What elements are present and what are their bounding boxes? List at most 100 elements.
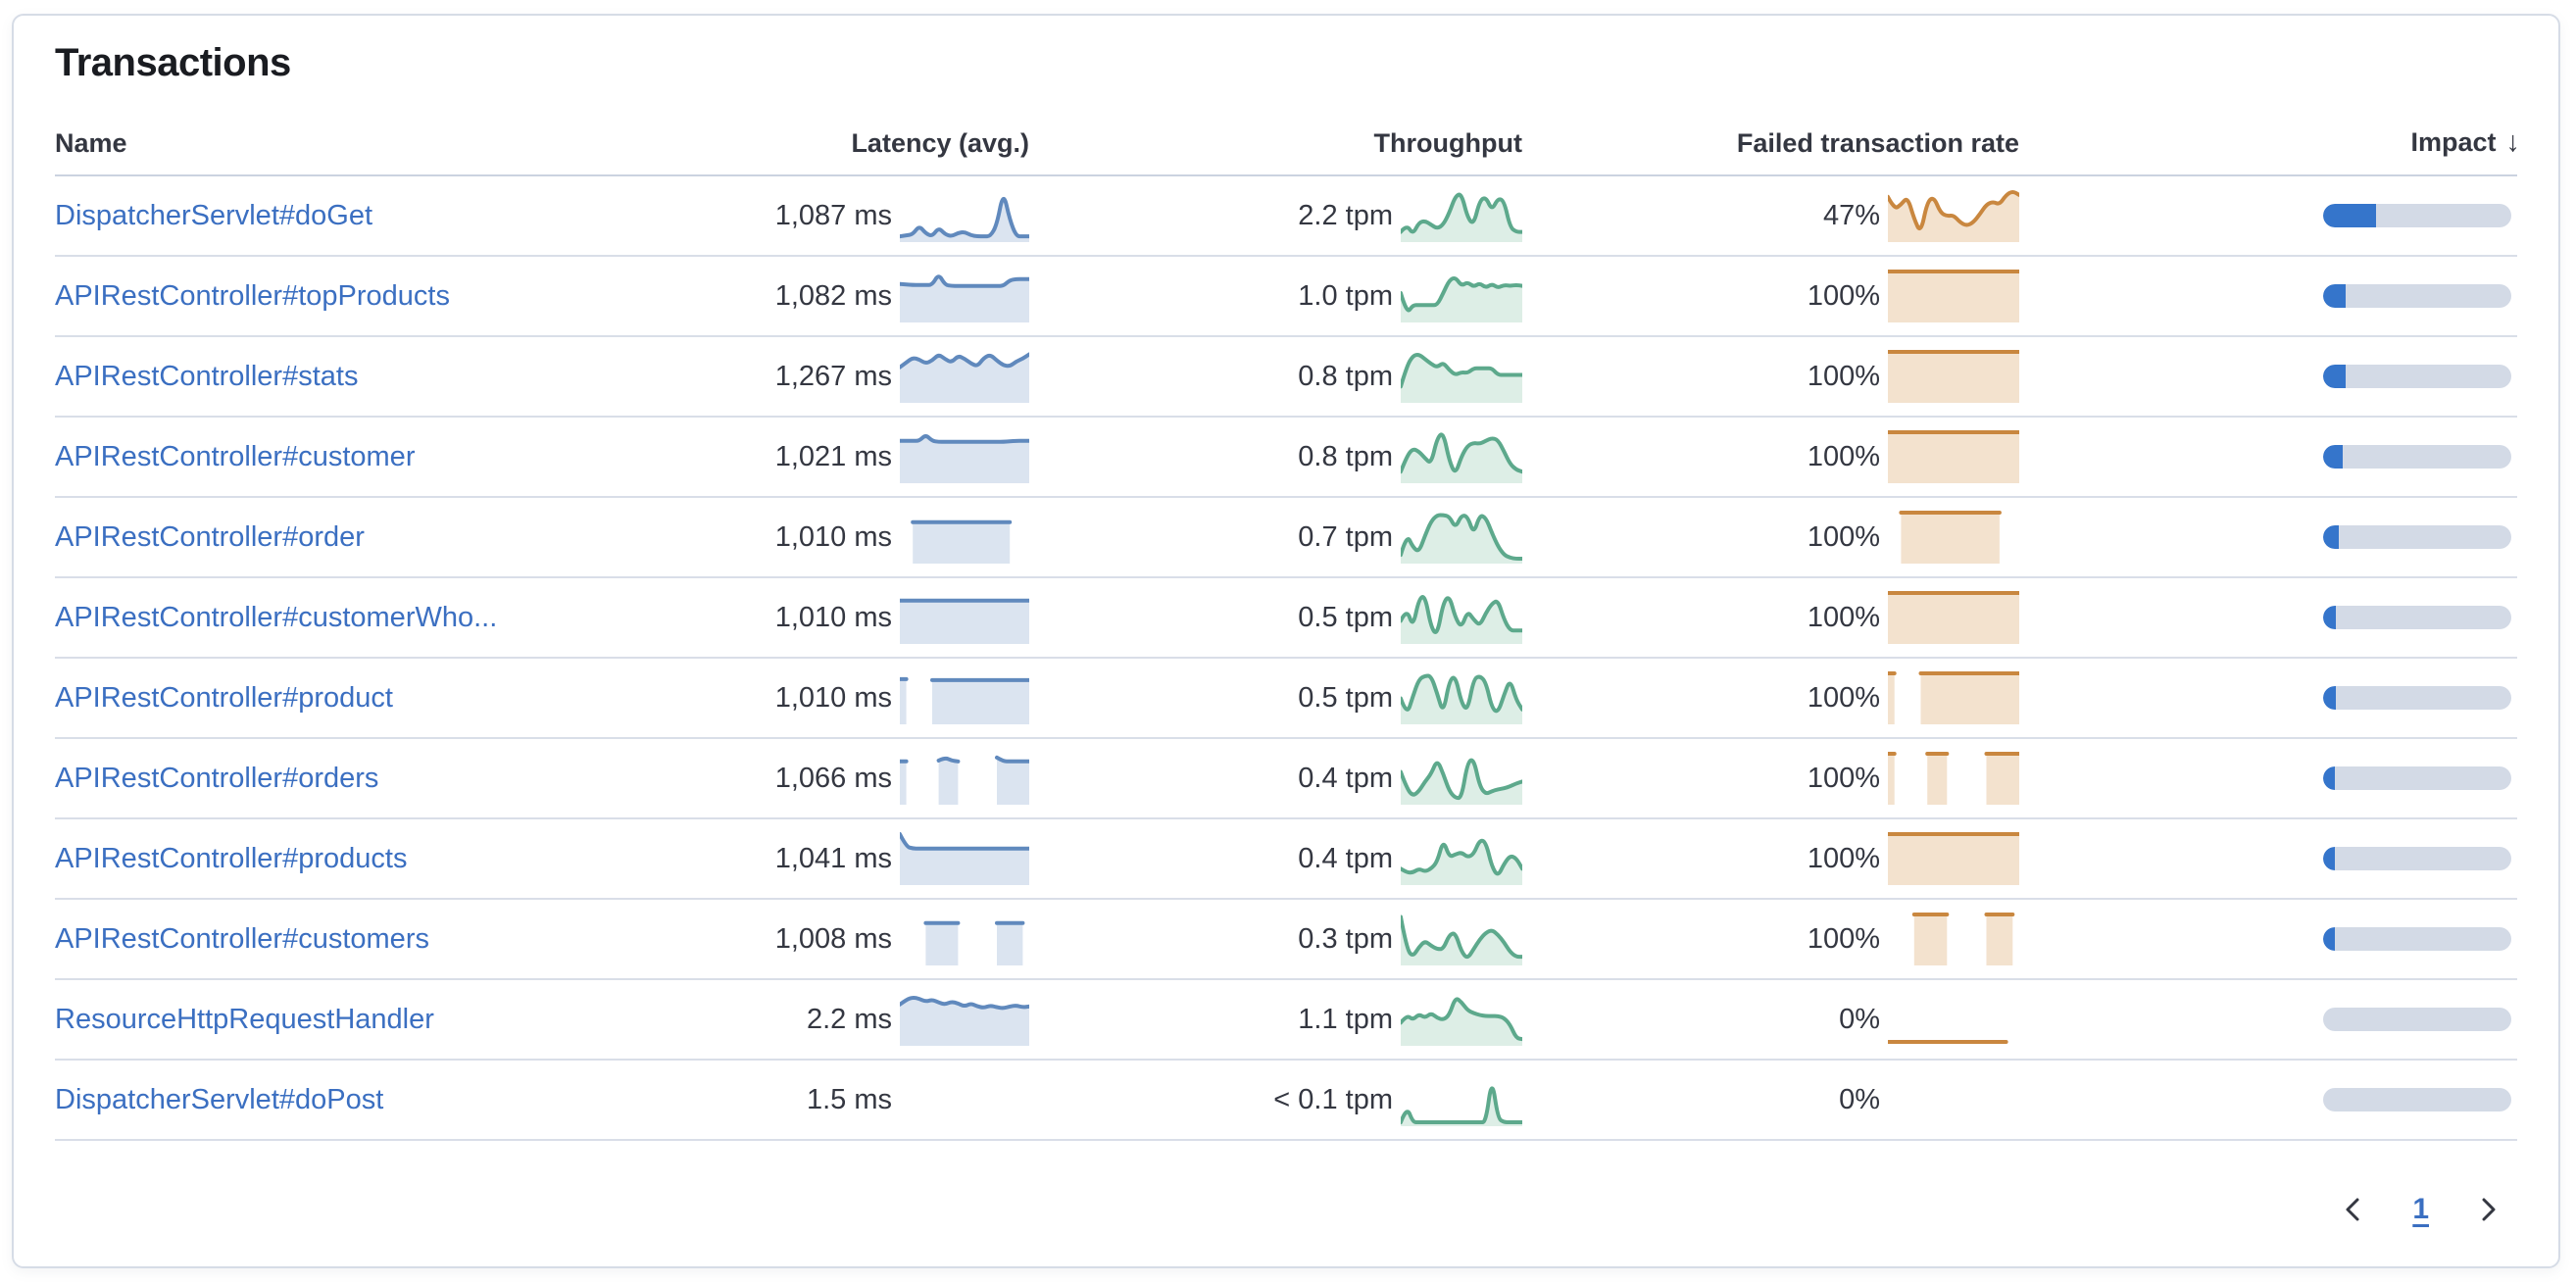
transaction-name-link[interactable]: DispatcherServlet#doPost [55,1083,384,1115]
failed-rate-value: 100% [1807,922,1880,955]
throughput-value: 0.8 tpm [1298,440,1393,472]
throughput-sparkline [1401,192,1522,242]
transaction-name-link[interactable]: APIRestController#order [55,520,365,553]
failed-rate-sparkline [1888,1040,2008,1044]
chevron-right-icon [2482,1198,2496,1221]
transaction-name-link[interactable]: APIRestController#product [55,681,393,714]
latency-sparkline [900,196,1029,242]
column-header-failed-rate[interactable]: Failed transaction rate [1736,128,2019,158]
latency-sparkline [900,434,1029,483]
table-body: DispatcherServlet#doGet 1,087 ms 2.2 tpm… [55,176,2517,1141]
failed-rate-sparkline [1888,591,2019,644]
failed-rate-sparkline [1888,752,2019,805]
impact-bar [2323,847,2511,870]
impact-bar-fill [2323,686,2337,710]
latency-value: 1,082 ms [774,279,892,312]
throughput-sparkline [1401,595,1522,644]
failed-rate-sparkline [1888,270,2019,322]
failed-rate-value: 100% [1807,681,1880,714]
pagination: 1 [55,1180,2517,1239]
latency-value: 1,008 ms [774,922,892,955]
table-header: Name Latency (avg.) Throughput Failed tr… [55,84,2521,176]
table-row: DispatcherServlet#doGet 1,087 ms 2.2 tpm… [55,176,2517,257]
panel-title: Transactions [55,41,291,84]
latency-value: 1,267 ms [774,360,892,392]
impact-bar [2323,686,2511,710]
impact-bar [2323,766,2511,790]
transaction-name-link[interactable]: APIRestController#topProducts [55,279,450,312]
table-row: APIRestController#topProducts 1,082 ms 1… [55,257,2517,337]
latency-sparkline [911,519,1013,564]
impact-bar [2323,1088,2511,1111]
throughput-value: 0.3 tpm [1298,922,1393,955]
latency-value: 2.2 ms [806,1003,892,1035]
failed-rate-value: 47% [1822,199,1880,231]
latency-value: 1,010 ms [774,520,892,553]
column-header-impact[interactable]: Impact ↓ [2410,126,2521,158]
impact-bar-fill [2323,445,2344,469]
impact-bar-fill [2323,766,2336,790]
latency-sparkline [900,352,1029,403]
latency-sparkline [900,832,1029,885]
latency-sparkline [923,920,1025,965]
throughput-sparkline [1401,276,1522,322]
latency-value: 1,066 ms [774,762,892,794]
table-row: APIRestController#stats 1,267 ms 0.8 tpm… [55,337,2517,418]
transaction-name-link[interactable]: APIRestController#stats [55,360,359,392]
failed-rate-value: 100% [1807,762,1880,794]
latency-sparkline [900,1073,1029,1126]
impact-bar [2323,204,2511,227]
impact-bar-fill [2323,284,2347,308]
latency-value: 1,087 ms [774,199,892,231]
failed-rate-value: 100% [1807,842,1880,874]
table-row: APIRestController#orders 1,066 ms 0.4 tp… [55,739,2517,819]
latency-value: 1,041 ms [774,842,892,874]
failed-rate-value: 100% [1807,520,1880,553]
impact-bar-fill [2323,365,2347,388]
transactions-panel: Transactions Name Latency (avg.) Through… [12,14,2560,1268]
table-row: APIRestController#product 1,010 ms 0.5 t… [55,659,2517,739]
table-row: APIRestController#customers 1,008 ms 0.3… [55,900,2517,980]
table-row: DispatcherServlet#doPost 1.5 ms < 0.1 tp… [55,1061,2517,1141]
latency-sparkline [900,274,1029,322]
transaction-name-link[interactable]: APIRestController#orders [55,762,379,794]
transaction-name-link[interactable]: APIRestController#customerWho... [55,601,498,633]
throughput-sparkline [1401,997,1522,1046]
impact-bar [2323,445,2511,469]
throughput-sparkline [1401,353,1522,403]
throughput-value: < 0.1 tpm [1273,1083,1393,1115]
column-header-throughput[interactable]: Throughput [1373,128,1522,158]
latency-sparkline [900,755,1029,805]
throughput-sparkline [1401,838,1522,885]
throughput-sparkline [1401,513,1522,564]
next-page-button[interactable] [2466,1188,2509,1231]
latency-value: 1,010 ms [774,601,892,633]
latency-value: 1.5 ms [806,1083,892,1115]
latency-sparkline [900,676,1029,724]
failed-rate-sparkline [1911,913,2015,965]
table-row: APIRestController#products 1,041 ms 0.4 … [55,819,2517,900]
failed-rate-value: 100% [1807,440,1880,472]
throughput-sparkline [1401,758,1522,805]
table-row: APIRestController#customerWho... 1,010 m… [55,578,2517,659]
chevron-left-icon [2346,1198,2359,1221]
throughput-value: 0.5 tpm [1298,601,1393,633]
latency-sparkline [900,995,1029,1046]
transaction-name-link[interactable]: APIRestController#customers [55,922,429,955]
transaction-name-link[interactable]: APIRestController#customer [55,440,416,472]
column-header-name[interactable]: Name [55,128,127,158]
transaction-name-link[interactable]: ResourceHttpRequestHandler [55,1003,434,1035]
previous-page-button[interactable] [2332,1188,2375,1231]
impact-bar-fill [2323,606,2337,629]
sort-desc-icon: ↓ [2505,126,2521,158]
transaction-name-link[interactable]: APIRestController#products [55,842,408,874]
throughput-value: 0.8 tpm [1298,360,1393,392]
throughput-value: 0.4 tpm [1298,762,1393,794]
column-header-latency[interactable]: Latency (avg.) [851,128,1029,158]
failed-rate-value: 0% [1839,1003,1880,1035]
impact-bar [2323,927,2511,951]
page-number-1[interactable]: 1 [2412,1193,2429,1225]
throughput-value: 1.0 tpm [1298,279,1393,312]
throughput-value: 2.2 tpm [1298,199,1393,231]
transaction-name-link[interactable]: DispatcherServlet#doGet [55,199,372,231]
